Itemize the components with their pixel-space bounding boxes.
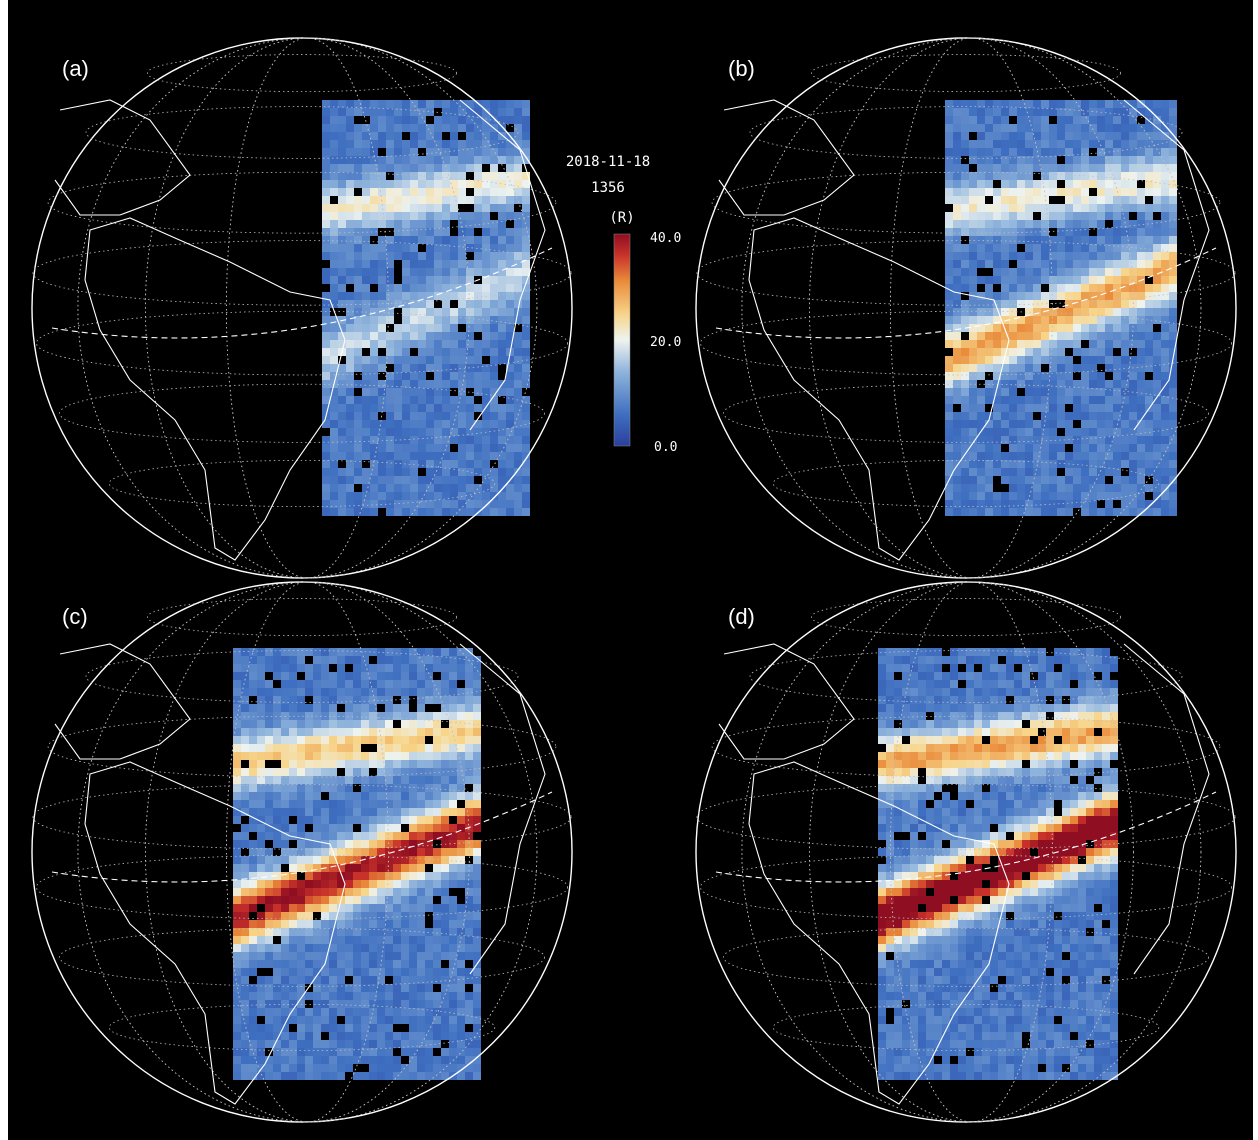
coastline-africa (459, 643, 546, 975)
colorbar-tick-mid: 20.0 (650, 335, 681, 350)
magnetic-equator (51, 247, 553, 339)
coastline-south-america (84, 761, 346, 1105)
colorbar-unit: (R) (609, 210, 634, 226)
magnetic-equator (715, 247, 1217, 339)
panel-label: (b) (728, 56, 755, 81)
coastline-central-america (54, 99, 191, 216)
colorbar-gradient (613, 233, 631, 447)
globe-panel: (c) (31, 581, 573, 1123)
coastline-central-america (54, 643, 191, 760)
panel-label: (a) (62, 56, 89, 81)
graticule (696, 37, 1236, 579)
emission-swath (878, 648, 1118, 1080)
magnetic-equator (51, 791, 553, 883)
globe-outline (31, 581, 573, 1123)
graticule (696, 581, 1236, 1123)
graticule (32, 37, 572, 579)
colorbar-tick-min: 0.0 (654, 440, 677, 455)
magnetic-equator (715, 791, 1217, 883)
coastline-south-america (84, 217, 346, 561)
emission-swath (233, 648, 481, 1080)
globe-panel: (d) (695, 581, 1237, 1123)
panels-group: (a) (b) (c) (d) (31, 37, 1237, 1123)
globe-outline (31, 37, 573, 579)
graticule (32, 581, 572, 1123)
globe-outline (695, 37, 1237, 579)
colorbar-tick-max: 40.0 (650, 231, 681, 246)
coastline-south-america (748, 761, 1010, 1105)
panel-label: (c) (62, 604, 88, 629)
globe-outline (695, 581, 1237, 1123)
coastline-africa (1123, 643, 1210, 975)
globe-panel: (b) (695, 37, 1237, 579)
colorbar: 2018-11-18 1356 (R) 40.0 20.0 0.0 (566, 154, 681, 455)
coastline-africa (459, 99, 546, 431)
coastline-africa (1123, 99, 1210, 431)
coastline-central-america (718, 99, 855, 216)
emission-swath (945, 100, 1177, 516)
coastline-south-america (748, 217, 1010, 561)
emission-swath (322, 100, 530, 516)
coastline-central-america (718, 643, 855, 760)
globe-panel: (a) (31, 37, 573, 579)
panel-label: (d) (728, 604, 755, 629)
colorbar-date: 2018-11-18 (566, 154, 650, 170)
colorbar-wavelength: 1356 (591, 180, 625, 196)
